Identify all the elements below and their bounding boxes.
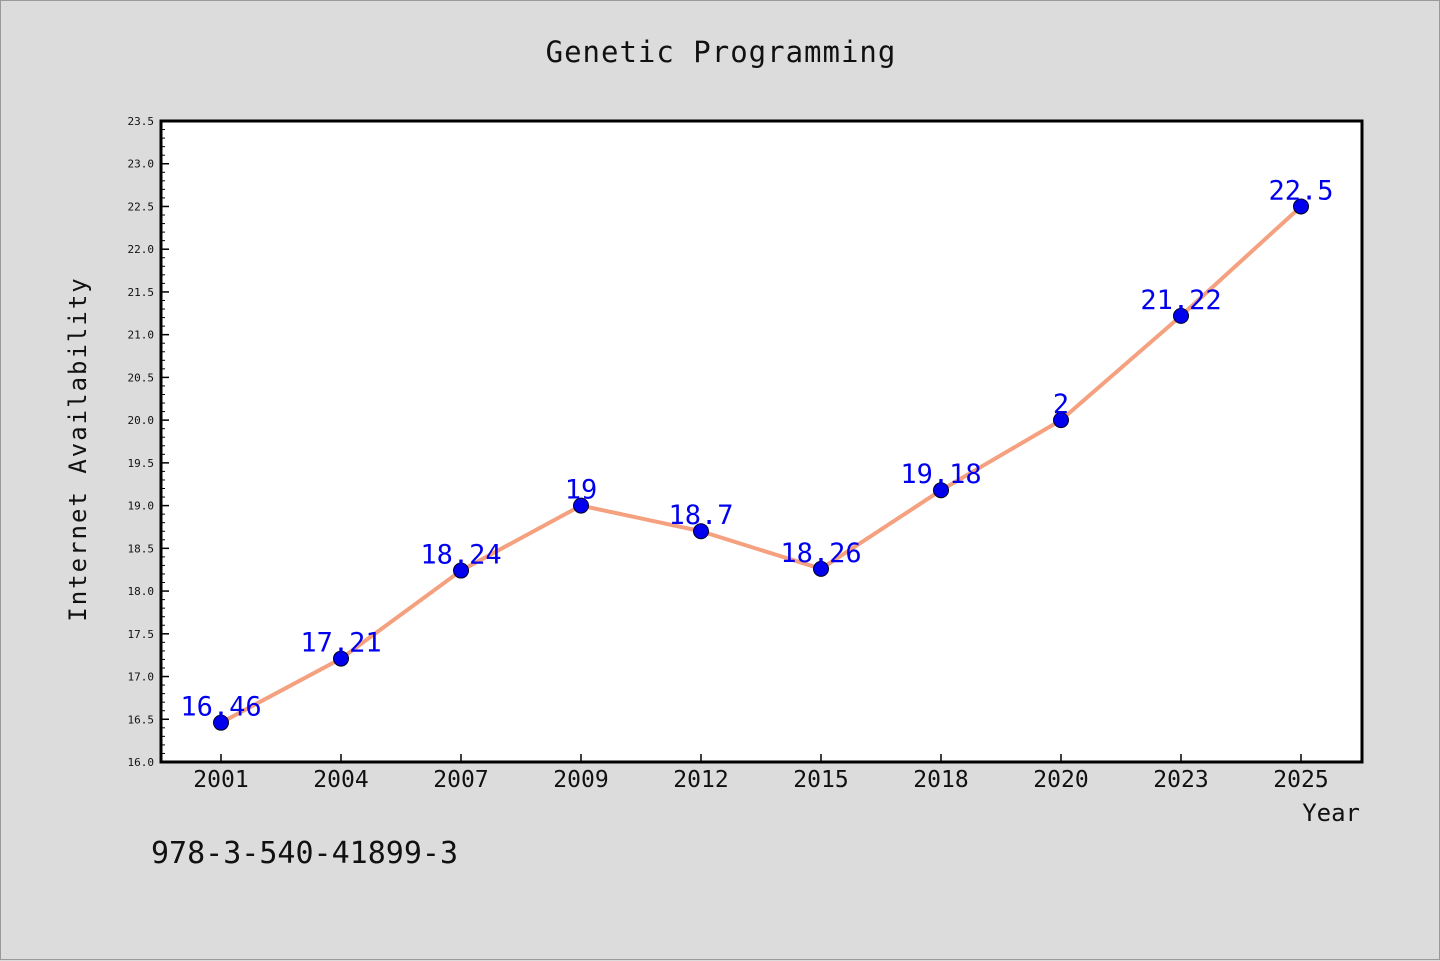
data-point bbox=[453, 562, 469, 579]
y-tick-label: 23.0 bbox=[128, 158, 155, 171]
x-axis: 2001 2004 2007 2009 2012 2015 2018 2020 2023 2025 bbox=[193, 754, 1329, 793]
x-tick-label: 2009 bbox=[553, 767, 608, 793]
y-tick-label: 17.0 bbox=[128, 671, 155, 684]
x-tick-label: 2001 bbox=[193, 767, 248, 793]
x-tick-label: 2020 bbox=[1033, 767, 1088, 793]
y-tick-label: 17.5 bbox=[128, 628, 155, 641]
x-tick-label: 2015 bbox=[793, 767, 848, 793]
data-label: 17.21 bbox=[300, 628, 381, 659]
y-tick-label: 21.0 bbox=[128, 329, 155, 342]
y-tick-label: 18.0 bbox=[128, 585, 155, 598]
data-point bbox=[813, 560, 829, 577]
y-tick-label: 23.5 bbox=[128, 115, 155, 128]
y-axis: 16.0 16.5 17.0 17.5 18.0 18.5 19.0 19.5 20.0 20.5… bbox=[128, 115, 169, 769]
data-label: 18.24 bbox=[420, 540, 501, 571]
y-tick-label: 16.5 bbox=[128, 713, 155, 726]
data-label: 19 bbox=[565, 475, 598, 506]
x-tick-label: 2025 bbox=[1273, 767, 1328, 793]
chart-title: Genetic Programming bbox=[545, 35, 897, 69]
y-axis-label: Internet Availability bbox=[64, 276, 92, 621]
data-point bbox=[213, 714, 229, 731]
x-axis-label: Year bbox=[1302, 799, 1360, 827]
y-tick-label: 19.0 bbox=[128, 500, 155, 513]
data-point bbox=[1293, 198, 1309, 215]
data-point bbox=[933, 482, 949, 499]
isbn-text: 978-3-540-41899-3 bbox=[151, 836, 459, 871]
data-point bbox=[1173, 307, 1189, 324]
y-tick-label: 18.5 bbox=[128, 542, 155, 555]
y-tick-label: 16.0 bbox=[128, 756, 155, 769]
data-label: 19.18 bbox=[900, 459, 981, 490]
data-label: 18.7 bbox=[668, 500, 733, 531]
y-tick-label: 22.5 bbox=[128, 200, 155, 213]
x-tick-label: 2004 bbox=[313, 767, 368, 793]
y-tick-label: 20.0 bbox=[128, 414, 155, 427]
data-label: 16.46 bbox=[180, 692, 261, 723]
data-label: 22.5 bbox=[1268, 175, 1333, 206]
y-tick-label: 21.5 bbox=[128, 286, 155, 299]
data-point bbox=[693, 523, 709, 540]
y-tick-label: 19.5 bbox=[128, 457, 155, 470]
data-label: 18.26 bbox=[780, 538, 861, 569]
x-tick-label: 2023 bbox=[1153, 767, 1208, 793]
data-point bbox=[573, 497, 589, 514]
series-line bbox=[219, 204, 1303, 725]
data-point bbox=[1053, 412, 1069, 429]
x-tick-label: 2007 bbox=[433, 767, 488, 793]
y-tick-label: 22.0 bbox=[128, 243, 155, 256]
data-label: 2 bbox=[1053, 389, 1069, 420]
x-tick-label: 2012 bbox=[673, 767, 728, 793]
data-label: 21.22 bbox=[1140, 285, 1221, 316]
data-point bbox=[333, 650, 349, 667]
x-tick-label: 2018 bbox=[913, 767, 968, 793]
y-tick-label: 20.5 bbox=[128, 371, 155, 384]
plot-area bbox=[159, 119, 1364, 764]
series-group: 16.46 17.21 18.24 19 18.7 18.26 19.18 2 21.22 22.… bbox=[180, 175, 1334, 731]
